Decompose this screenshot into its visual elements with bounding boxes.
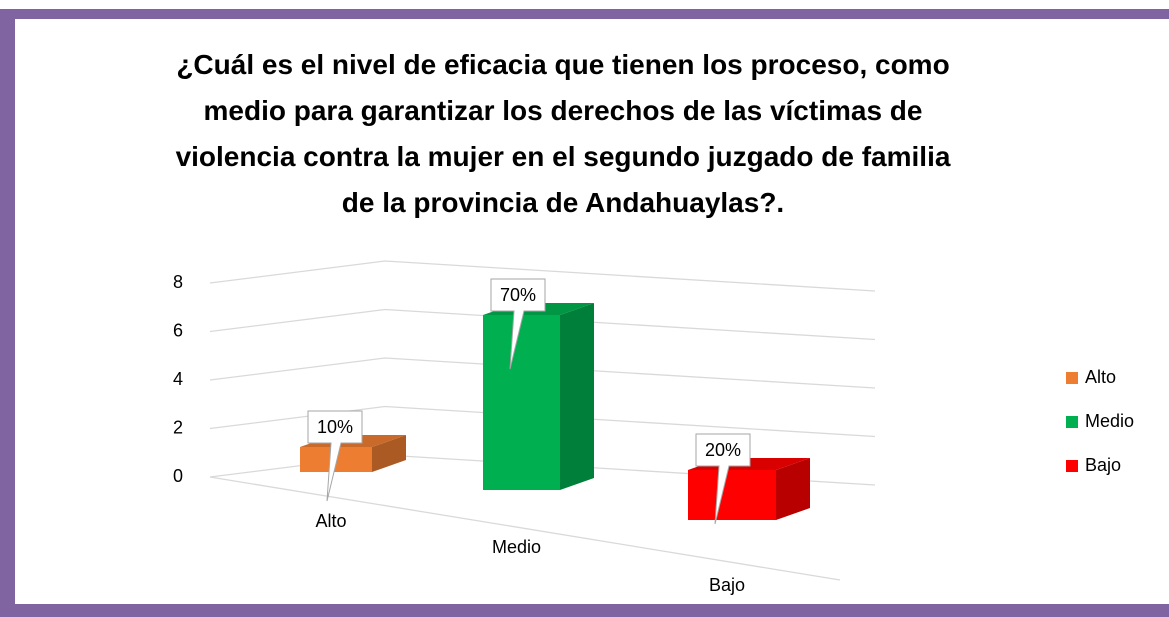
legend-label: Alto (1085, 367, 1116, 387)
legend-swatch (1066, 416, 1078, 428)
legend-swatch (1066, 460, 1078, 472)
y-tick-label: 4 (173, 369, 183, 389)
bar-side (560, 303, 594, 490)
grid-line (209, 405, 876, 438)
x-tick-label: Bajo (709, 575, 745, 595)
chart-title: ¿Cuál es el nivel de eficacia que tienen… (175, 49, 951, 218)
x-tick-label: Alto (315, 511, 346, 531)
legend-label: Medio (1085, 411, 1134, 431)
data-label: 70% (500, 285, 536, 305)
bar-side (776, 458, 810, 520)
legend-label: Bajo (1085, 455, 1121, 475)
callout (490, 278, 546, 370)
legend-swatch (1066, 372, 1078, 384)
bar (483, 315, 560, 490)
y-tick-label: 0 (173, 466, 183, 486)
floor-edge (209, 476, 841, 581)
bar (688, 470, 776, 520)
data-label: 20% (705, 440, 741, 460)
data-label: 10% (317, 417, 353, 437)
y-tick-label: 6 (173, 320, 183, 340)
x-tick-label: Medio (492, 537, 541, 557)
callout (695, 433, 751, 525)
grid-line (209, 308, 876, 341)
callout (307, 410, 363, 502)
grid-line (209, 260, 876, 292)
y-tick-label: 8 (173, 272, 183, 292)
grid-line (209, 357, 876, 389)
bar-side (372, 435, 406, 472)
y-tick-label: 2 (173, 417, 183, 437)
